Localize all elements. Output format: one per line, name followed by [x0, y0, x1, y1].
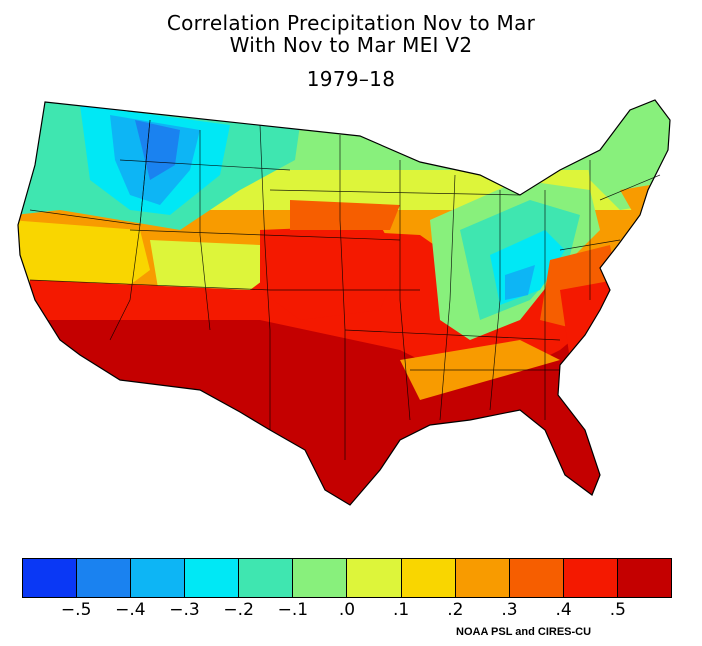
legend-swatch-4 [239, 559, 294, 597]
legend-swatch-5 [293, 559, 348, 597]
legend-swatch-6 [347, 559, 402, 597]
map-period: 1979–18 [306, 67, 396, 91]
legend-swatch-8 [455, 559, 510, 597]
legend-tick-label: .5 [609, 600, 626, 620]
legend-tick-label: .2 [447, 600, 464, 620]
us-climate-division-map [17, 99, 671, 506]
legend-swatch-1 [77, 559, 132, 597]
legend-swatch-7 [401, 559, 456, 597]
legend-swatch-3 [185, 559, 240, 597]
map-title-line-2: With Nov to Mar MEI V2 [229, 33, 473, 57]
legend-tick-label: −.3 [169, 600, 200, 620]
legend-tick-label: .4 [555, 600, 572, 620]
color-scale-legend [22, 558, 672, 598]
legend-tick-label: −.2 [223, 600, 254, 620]
legend-tick-label: −.5 [60, 600, 92, 620]
legend-swatch-10 [563, 559, 618, 597]
legend-swatch-9 [509, 559, 564, 597]
legend-tick-label: .0 [338, 600, 356, 620]
legend-swatch-11 [617, 559, 671, 597]
legend-swatch-2 [131, 559, 186, 597]
legend-tick-label: −.1 [277, 600, 309, 620]
legend-tick-label: −.4 [115, 600, 146, 620]
map-title-line-1: Correlation Precipitation Nov to Mar [166, 11, 536, 35]
legend-swatch-0 [23, 559, 78, 597]
legend-tick-label: .3 [501, 600, 518, 620]
credit-text: NOAA PSL and CIRES-CU [456, 626, 592, 638]
correlation-field [18, 100, 670, 505]
legend-tick-label: .1 [393, 600, 410, 620]
